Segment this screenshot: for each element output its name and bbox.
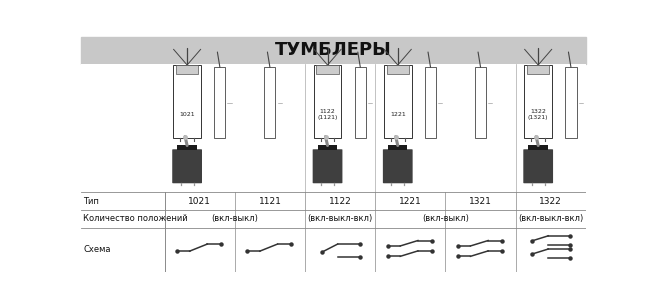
Bar — [81, 64, 586, 192]
Bar — [178, 145, 197, 150]
Bar — [384, 65, 411, 138]
Bar — [316, 65, 339, 74]
Bar — [264, 67, 275, 138]
Text: (вкл-выкл-вкл): (вкл-выкл-вкл) — [518, 214, 583, 223]
Bar — [318, 145, 337, 150]
Bar — [527, 65, 549, 74]
Bar — [81, 37, 586, 64]
Bar — [475, 67, 486, 138]
Text: (вкл-выкл): (вкл-выкл) — [422, 214, 469, 223]
Text: ТУМБЛЕРЫ: ТУМБЛЕРЫ — [275, 41, 392, 59]
Text: (вкл-выкл-вкл): (вкл-выкл-вкл) — [307, 214, 373, 223]
FancyBboxPatch shape — [523, 149, 553, 183]
Bar — [214, 67, 225, 138]
Bar — [566, 67, 577, 138]
Bar — [524, 65, 552, 138]
Text: 1021: 1021 — [188, 196, 211, 206]
Text: 1221: 1221 — [390, 112, 406, 117]
Text: (вкл-выкл): (вкл-выкл) — [212, 214, 258, 223]
Text: 1021: 1021 — [179, 112, 195, 117]
Text: 1322
(1321): 1322 (1321) — [528, 109, 548, 120]
Bar — [387, 65, 409, 74]
Bar — [355, 67, 366, 138]
Text: 1321: 1321 — [469, 196, 492, 206]
FancyBboxPatch shape — [173, 149, 202, 183]
Bar — [176, 65, 198, 74]
Text: 1122: 1122 — [329, 196, 352, 206]
Text: Схема: Схема — [83, 245, 111, 255]
FancyBboxPatch shape — [383, 149, 413, 183]
Bar — [425, 67, 436, 138]
Text: 1122
(1121): 1122 (1121) — [317, 109, 338, 120]
FancyBboxPatch shape — [312, 149, 342, 183]
Text: Тип: Тип — [83, 196, 99, 206]
Text: 1121: 1121 — [258, 196, 281, 206]
Bar — [314, 65, 341, 138]
Bar — [173, 65, 201, 138]
Bar — [388, 145, 408, 150]
Text: 1221: 1221 — [399, 196, 422, 206]
Text: Количество положений: Количество положений — [83, 214, 188, 223]
Text: 1322: 1322 — [540, 196, 562, 206]
Bar — [529, 145, 548, 150]
